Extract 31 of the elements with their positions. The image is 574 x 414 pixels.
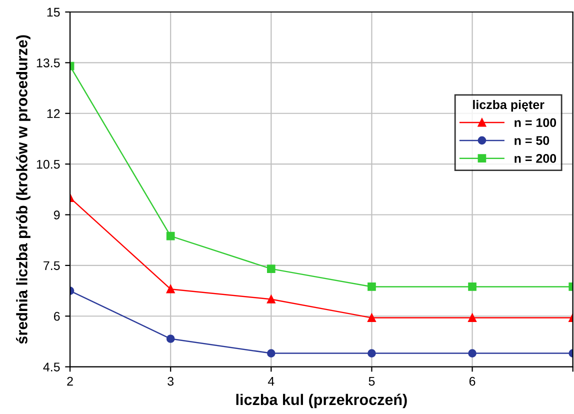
x-tick-label: 5 [368, 376, 375, 386]
y-tick-label: 6 [54, 312, 60, 321]
y-axis-title: średnia liczba prób (kroków w procedurze) [16, 35, 30, 344]
point [468, 314, 476, 322]
point [368, 349, 376, 358]
point [166, 284, 175, 294]
legend-label: n = 100 [514, 118, 556, 128]
y-tick-label: 13.5 [36, 58, 60, 68]
legend-label: n = 50 [514, 136, 550, 145]
y-tick-label: 4.5 [43, 362, 60, 372]
x-tick-label: 6 [469, 376, 476, 386]
x-tick-label: 3 [168, 376, 174, 386]
y-tick-label: 15 [47, 8, 60, 17]
x-tick-label: 2 [67, 376, 73, 386]
x-tick-label: 4 [268, 376, 274, 386]
y-tick-label: 12 [47, 109, 60, 118]
x-axis-title: liczba kul (przekroczeń) [236, 394, 407, 408]
point [368, 282, 376, 291]
point [368, 314, 376, 322]
y-tick-label: 9 [54, 210, 60, 220]
y-tick-label: 7.5 [44, 261, 60, 270]
point [266, 264, 276, 273]
point [266, 295, 276, 304]
point [266, 349, 276, 358]
legend-label: n = 200 [514, 154, 556, 163]
point [468, 349, 476, 358]
legend-title: liczba pięter [473, 100, 544, 112]
point [468, 282, 476, 291]
point [166, 232, 175, 240]
point [166, 334, 175, 343]
y-tick-label: 10.5 [36, 160, 60, 169]
